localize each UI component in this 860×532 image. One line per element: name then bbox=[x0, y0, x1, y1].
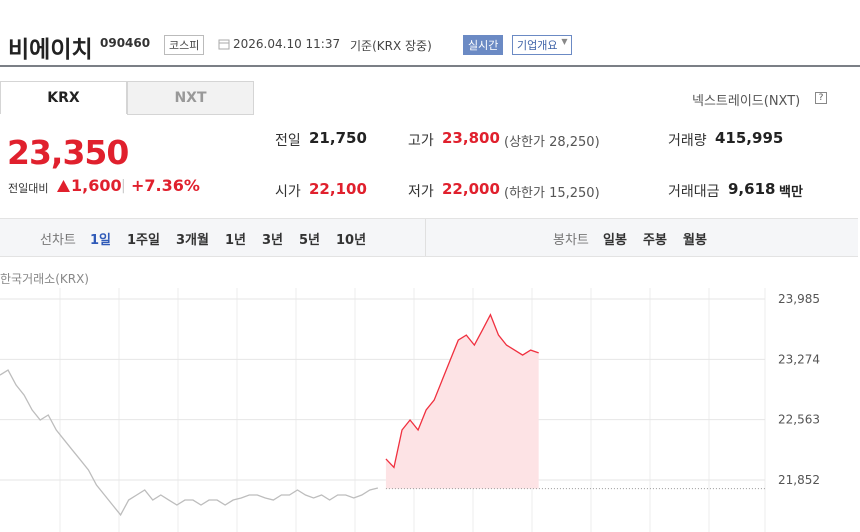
summary-value: 9,618 bbox=[728, 180, 776, 198]
price-line bbox=[0, 369, 379, 517]
period-option[interactable]: 1주일 bbox=[127, 233, 160, 248]
summary-value: 22,000 bbox=[442, 180, 500, 198]
date-basis: 기준(KRX 장중) bbox=[350, 39, 432, 53]
separator: | bbox=[121, 178, 126, 194]
period-option[interactable]: 5년 bbox=[299, 233, 321, 248]
summary-label: 거래대금 bbox=[668, 184, 720, 200]
vertical-grid bbox=[59, 288, 766, 532]
period-divider bbox=[425, 219, 426, 256]
summary-label: 전일 bbox=[275, 133, 301, 149]
summary-value: 415,995 bbox=[715, 129, 784, 147]
period-bar bbox=[0, 218, 858, 257]
realtime-badge[interactable]: 실시간 bbox=[463, 35, 504, 55]
summary-value: 23,800 bbox=[442, 129, 500, 147]
price-line bbox=[385, 313, 539, 469]
period-option[interactable]: 일봉 bbox=[603, 233, 627, 248]
summary-unit: 백만 bbox=[779, 185, 803, 200]
tab-krx[interactable]: KRX bbox=[0, 81, 127, 114]
summary-label: 고가 bbox=[408, 133, 434, 149]
period-option[interactable]: 10년 bbox=[336, 233, 367, 248]
period-option[interactable]: 주봉 bbox=[643, 233, 667, 248]
change-label: 전일대비 bbox=[8, 182, 49, 195]
chart: 23,985 23,274 22,563 21,852 bbox=[0, 288, 820, 532]
summary-value: 22,100 bbox=[309, 180, 367, 198]
change-rate: +7.36% bbox=[131, 176, 200, 195]
y-tick-label: 23,274 bbox=[778, 352, 820, 366]
tab-nxt[interactable]: NXT bbox=[127, 81, 254, 115]
help-icon[interactable]: ? bbox=[815, 92, 827, 104]
calendar-icon bbox=[218, 39, 230, 50]
change-value: 1,600 bbox=[71, 176, 122, 195]
summary-note: (상한가 28,250) bbox=[504, 135, 600, 150]
dropdown-arrow: ▼ bbox=[561, 37, 568, 46]
period-option[interactable]: 3개월 bbox=[176, 233, 209, 248]
area bbox=[385, 314, 539, 489]
period-group-label: 선차트 bbox=[40, 233, 76, 248]
y-tick-label: 21,852 bbox=[778, 473, 820, 487]
current-price: 23,350 bbox=[7, 133, 129, 172]
market-badge: 코스피 bbox=[164, 35, 205, 55]
period-option[interactable]: 월봉 bbox=[683, 233, 707, 248]
company-button[interactable]: 기업개요 ▼ bbox=[512, 35, 573, 55]
period-option[interactable]: 1일 bbox=[90, 233, 112, 248]
y-tick-label: 22,563 bbox=[778, 413, 820, 427]
up-arrow bbox=[57, 180, 70, 192]
stock-name: 비에이치 bbox=[8, 37, 93, 63]
summary-value: 21,750 bbox=[309, 129, 367, 147]
period-group-label: 봉차트 bbox=[553, 233, 589, 248]
nxt-link[interactable]: 넥스트레이드(NXT) bbox=[692, 94, 801, 109]
summary-label: 거래량 bbox=[668, 133, 707, 149]
y-tick-label: 23,985 bbox=[778, 292, 820, 306]
summary-note: (하한가 15,250) bbox=[504, 186, 600, 201]
chart-title: 한국거래소(KRX) bbox=[0, 272, 89, 286]
period-option[interactable]: 1년 bbox=[225, 233, 247, 248]
stock-code: 090460 bbox=[100, 36, 151, 50]
header-divider bbox=[0, 65, 860, 67]
summary-label: 저가 bbox=[408, 184, 434, 200]
company-label: 기업개요 bbox=[517, 39, 558, 52]
period-option[interactable]: 3년 bbox=[262, 233, 284, 248]
date: 2026.04.10 11:37 bbox=[233, 37, 341, 51]
summary-label: 시가 bbox=[275, 184, 301, 200]
